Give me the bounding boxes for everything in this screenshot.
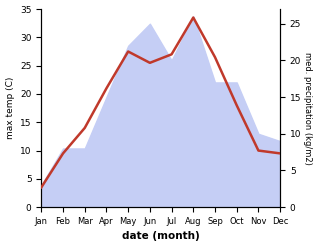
Y-axis label: med. precipitation (kg/m2): med. precipitation (kg/m2) [303,52,313,165]
X-axis label: date (month): date (month) [122,231,200,242]
Y-axis label: max temp (C): max temp (C) [5,77,15,139]
